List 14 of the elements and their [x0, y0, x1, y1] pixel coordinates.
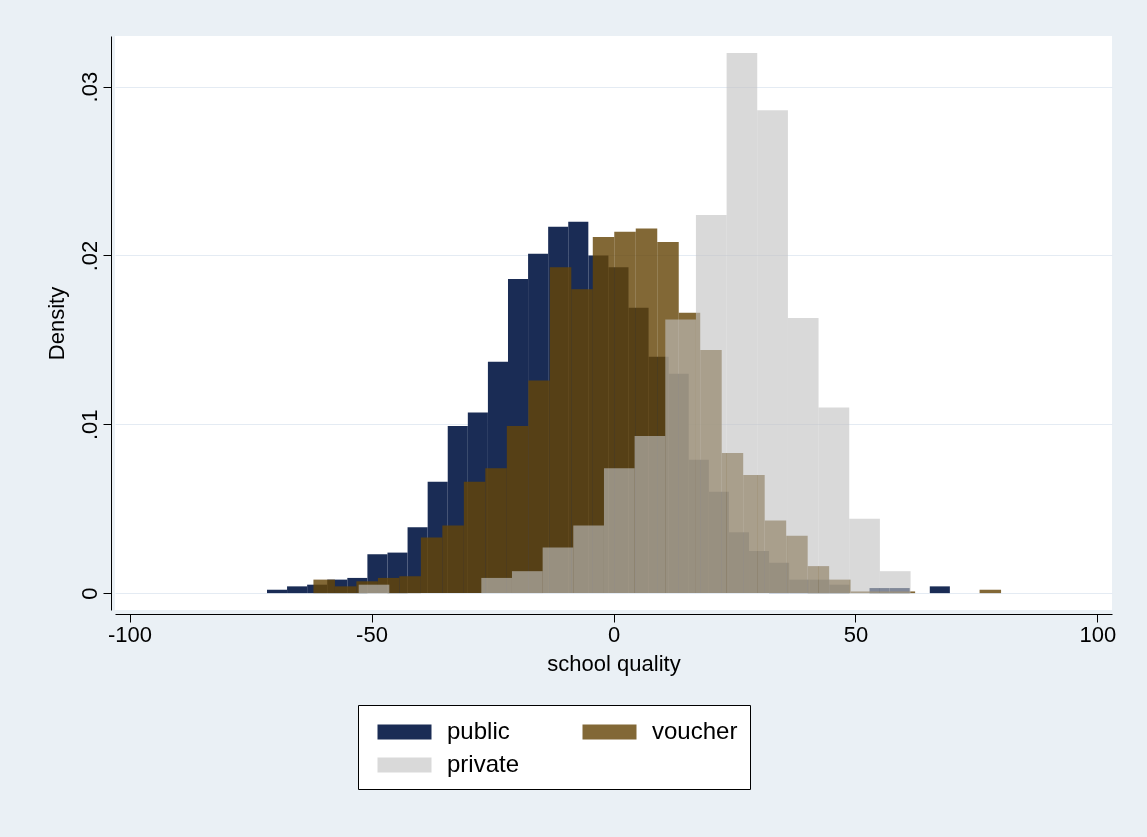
legend-label: private	[447, 750, 520, 777]
x-tick-label: 50	[843, 621, 869, 647]
x-tick-label: -100	[108, 621, 153, 647]
y-axis-title: Density	[43, 286, 69, 361]
y-tick-label: .03	[76, 71, 102, 103]
y-tick-label: 0	[76, 587, 102, 600]
legend-label: public	[447, 717, 510, 744]
legend-label: voucher	[652, 717, 738, 744]
x-axis-title: school quality	[547, 650, 681, 676]
x-tick-label: 0	[607, 621, 621, 647]
y-tick-label: .02	[76, 240, 102, 272]
y-tick-label: .01	[76, 409, 102, 441]
x-tick-label: -50	[356, 621, 388, 647]
x-tick-label: 100	[1079, 621, 1117, 647]
